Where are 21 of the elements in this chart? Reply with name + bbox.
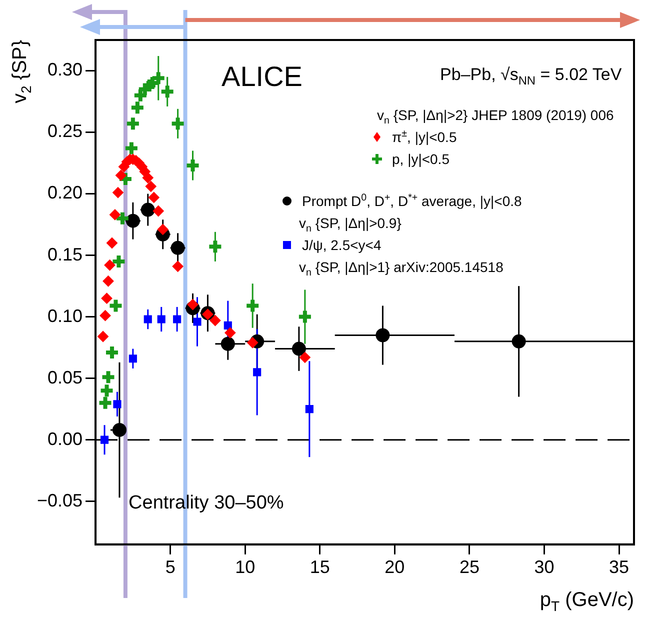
x-tick-label: 20 (384, 557, 405, 578)
x-tick-label: 5 (165, 557, 176, 578)
annotation: ALICE (222, 61, 302, 92)
x-tick-label: 35 (609, 557, 630, 578)
legend-label: p, |y|<0.5 (392, 151, 450, 167)
y-tick-label: 0.30 (48, 60, 83, 80)
y-tick-label: 0.20 (48, 182, 83, 203)
y-tick-label: 0.05 (48, 367, 83, 388)
x-tick-label: 15 (310, 557, 330, 578)
x-tick-label: 10 (235, 557, 256, 578)
legend-label: π±, |y|<0.5 (392, 128, 457, 145)
y-tick-label: −0.05 (37, 490, 83, 510)
y-tick-label: 0.15 (48, 244, 83, 264)
y-tick-label: 0.10 (48, 306, 83, 326)
annotation: Centrality 30–50% (128, 492, 284, 514)
x-tick-label: 25 (459, 557, 480, 578)
y-tick-label: 0.00 (48, 428, 83, 449)
y-tick-label: 0.25 (48, 121, 83, 142)
legend-label: J/ψ, 2.5<y<4 (302, 237, 382, 253)
y-axis-title: v2 {SP} (9, 40, 34, 104)
x-tick-label: 30 (534, 557, 554, 578)
